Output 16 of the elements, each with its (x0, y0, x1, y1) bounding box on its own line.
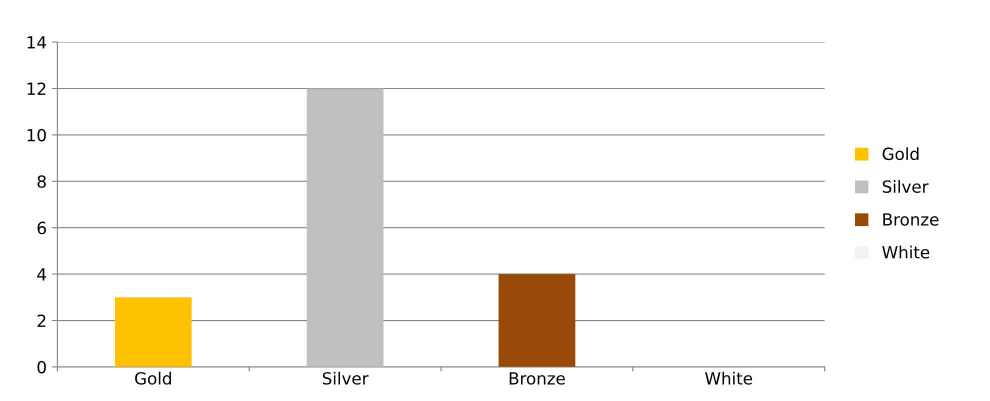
y-tick-label: 14 (28, 36, 46, 48)
legend-label: Gold (882, 147, 918, 160)
y-tick-label: 6 (38, 222, 46, 234)
y-tick-label: 12 (28, 82, 46, 95)
y-tick-label: 10 (28, 128, 46, 142)
x-tick-label: White (705, 372, 752, 385)
legend-label: Silver (882, 180, 928, 193)
x-tick-label: Gold (135, 372, 171, 385)
y-tick-label: 8 (38, 175, 46, 188)
y-tick-label: 4 (37, 268, 46, 280)
y-tick-label: 2 (38, 314, 46, 327)
legend-label: White (882, 246, 930, 259)
y-tick-label: 0 (38, 360, 46, 374)
legend-label: Bronze (883, 213, 938, 226)
x-tick-label: Bronze (510, 372, 565, 385)
x-tick-label: Silver (322, 372, 369, 385)
